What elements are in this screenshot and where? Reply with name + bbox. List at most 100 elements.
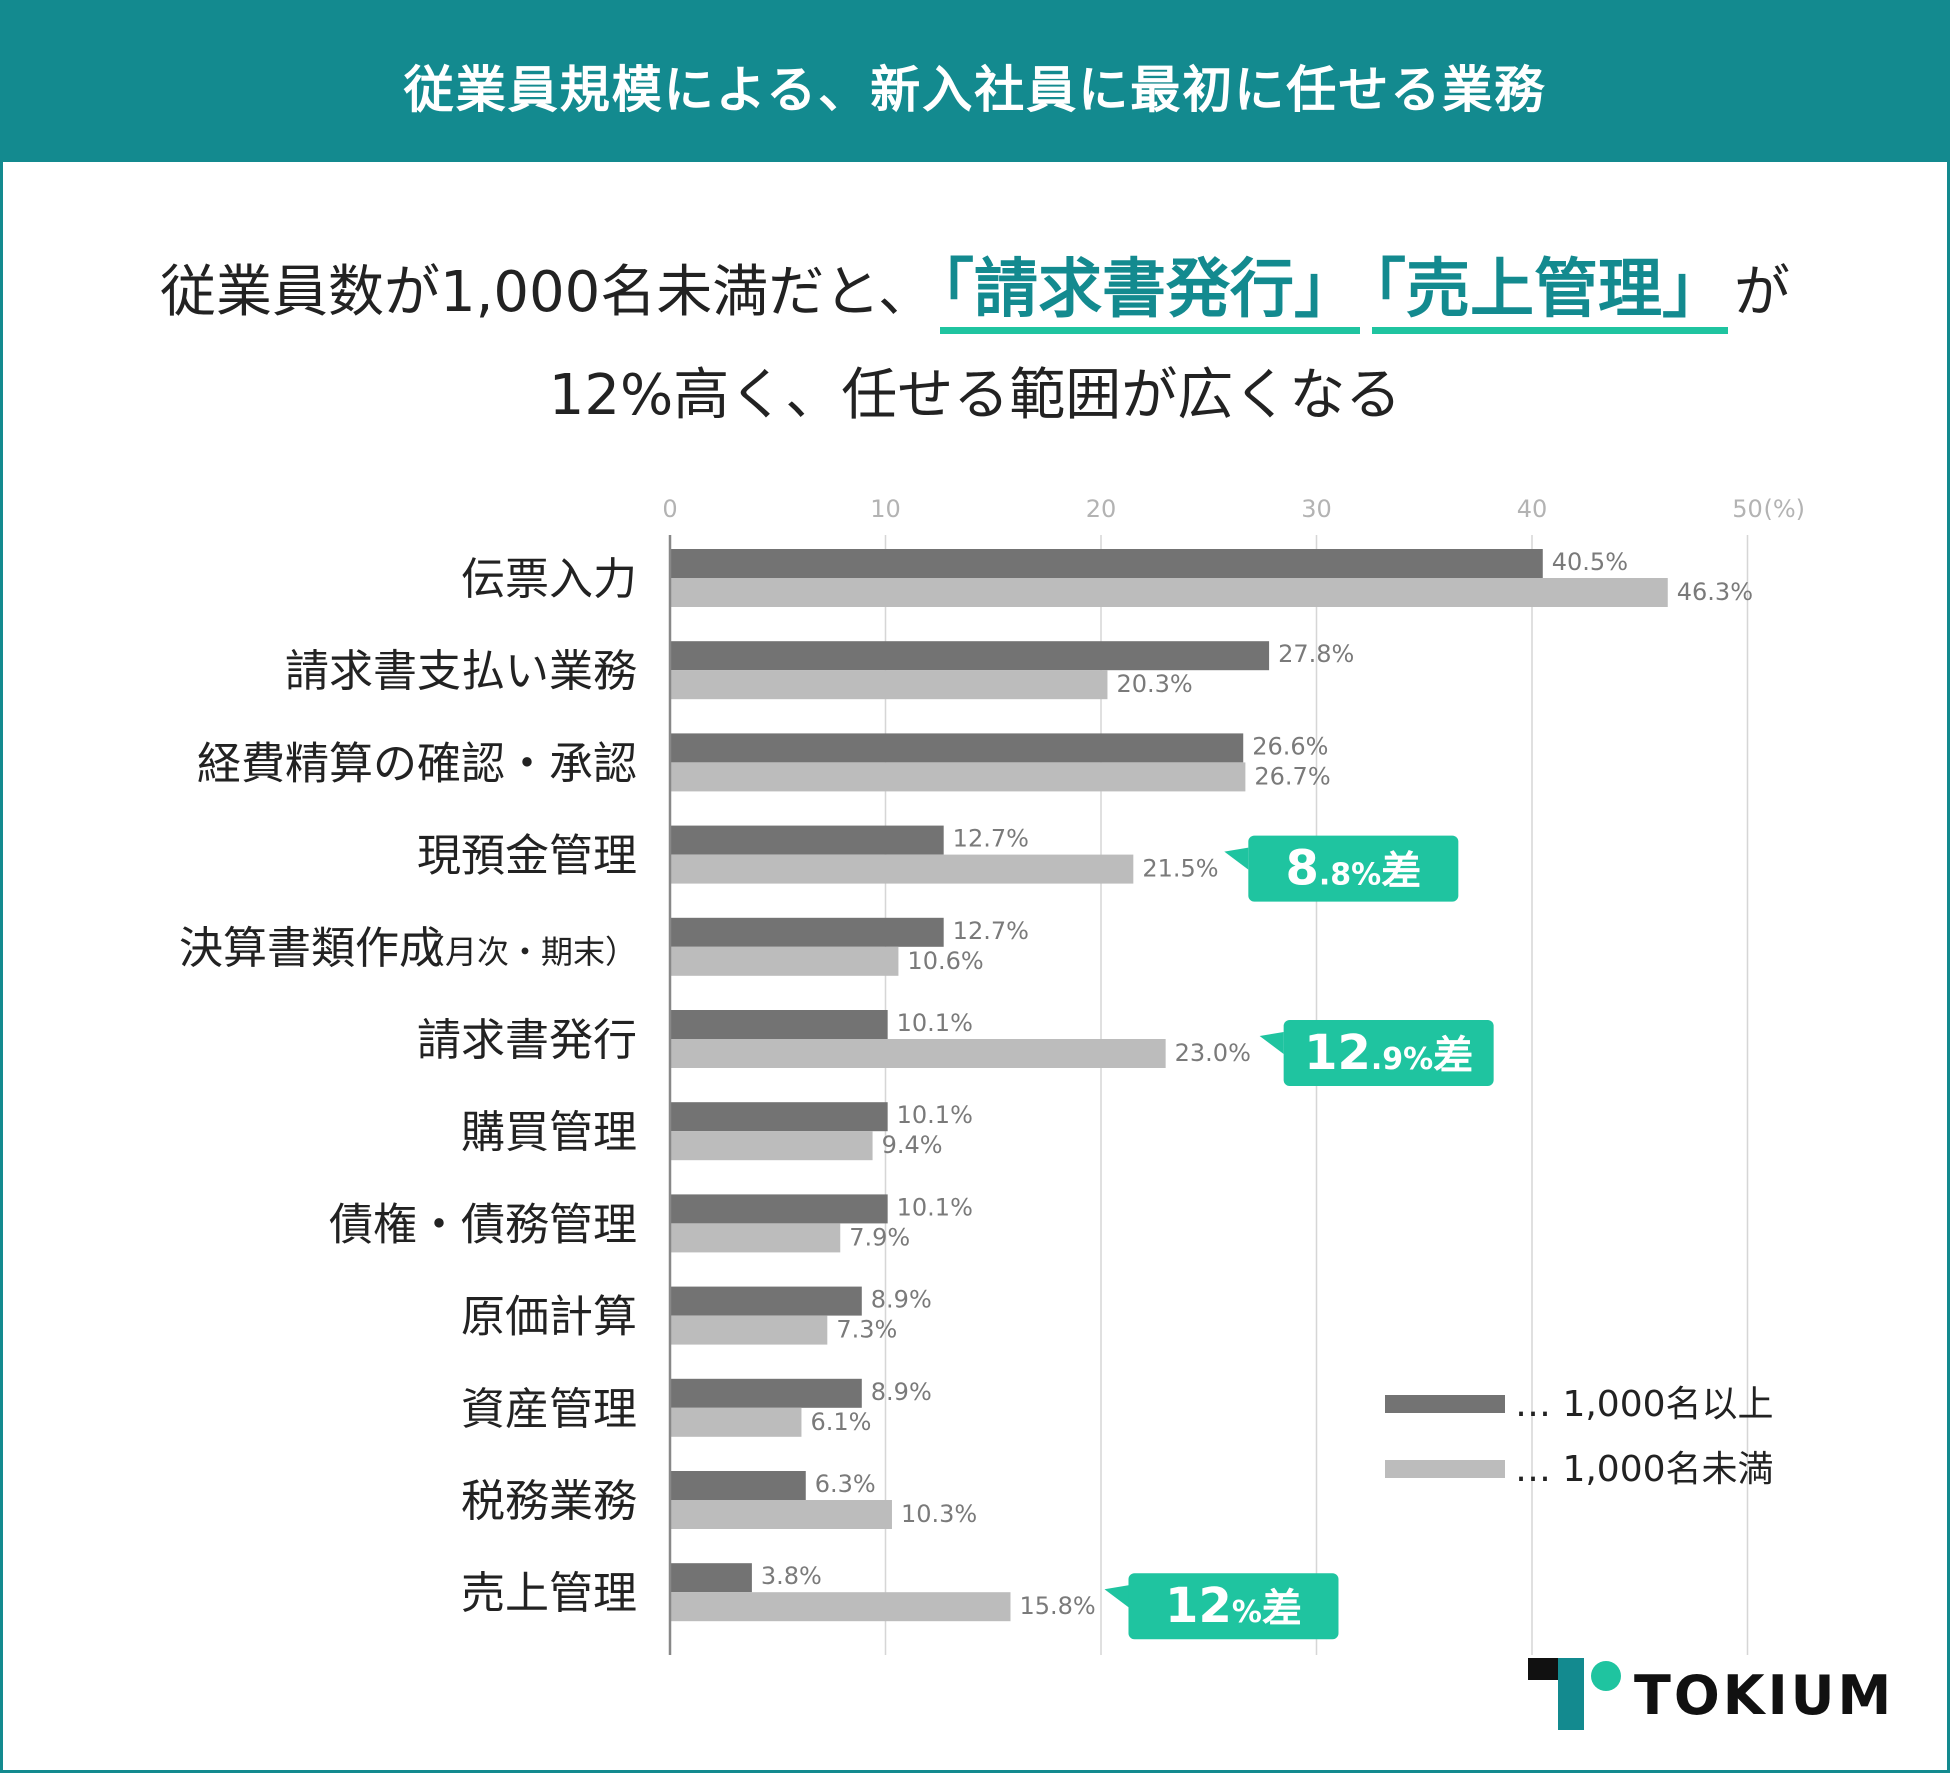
x-unit-label: (%) (1764, 495, 1806, 523)
category-sub-label: （月次・期末） (413, 933, 637, 971)
callout-suffix: 差 (1381, 849, 1421, 895)
bar-under-1000 (670, 1407, 802, 1437)
difference-callout (1248, 835, 1459, 902)
value-label-under-1000: 23.0% (1175, 1039, 1251, 1067)
category-label: 請求書支払い業務 (285, 646, 637, 697)
legend-label: … 1,000名以上 (1515, 1384, 1774, 1425)
value-label-1000-plus: 40.5% (1552, 548, 1628, 576)
value-label-under-1000: 10.6% (907, 947, 983, 975)
x-tick-label: 30 (1301, 495, 1332, 523)
category-label: 経費精算の確認・承認 (197, 738, 637, 789)
callout-big: 8 (1285, 841, 1318, 897)
legend-swatch (1385, 1460, 1505, 1478)
headline-highlight-sales: 「売上管理」 (1372, 253, 1729, 334)
bar-1000-plus (670, 1194, 888, 1224)
page-title: 従業員規模による、新入社員に最初に任せる業務 (403, 61, 1547, 119)
callout-suffix: 差 (1433, 1033, 1473, 1079)
header-banner: 従業員規模による、新入社員に最初に任せる業務 (0, 0, 1950, 162)
value-label-1000-plus: 3.8% (761, 1562, 822, 1590)
category-label: 伝票入力 (461, 554, 637, 605)
callout-pointer (1224, 847, 1249, 870)
category-label: 税務業務 (461, 1476, 637, 1527)
brand-name: TOKIUM (1634, 1664, 1895, 1727)
legend-swatch (1385, 1395, 1505, 1413)
category-label: 資産管理 (461, 1384, 637, 1435)
value-label-1000-plus: 10.1% (897, 1009, 973, 1037)
headline-line-1: 従業員数が1,000名未満だと、 「請求書発行」 「売上管理」が (0, 238, 1950, 334)
callout-small: .9% (1371, 1042, 1433, 1077)
bar-under-1000 (670, 946, 899, 976)
category-sub-label-text: （月次・期末） (413, 933, 637, 971)
bar-under-1000 (670, 762, 1246, 792)
value-label-1000-plus: 10.1% (897, 1101, 973, 1129)
callout-label: 8.8%差 (1285, 841, 1421, 897)
value-label-1000-plus: 26.6% (1252, 732, 1328, 760)
value-label-under-1000: 20.3% (1116, 670, 1192, 698)
bar-under-1000 (670, 670, 1108, 700)
bar-1000-plus (670, 1378, 862, 1408)
bar-1000-plus (670, 1563, 752, 1593)
callout-small: .8% (1319, 858, 1381, 893)
x-tick-label: 40 (1517, 495, 1548, 523)
value-label-1000-plus: 12.7% (953, 825, 1029, 853)
bar-under-1000 (670, 1223, 841, 1253)
x-tick-label: 0 (662, 495, 677, 523)
value-label-under-1000: 6.1% (810, 1408, 871, 1436)
callout-pointer (1259, 1032, 1284, 1054)
category-label: 決算書類作成 (179, 923, 443, 974)
category-label: 請求書発行 (417, 1015, 637, 1066)
callout-big: 12 (1165, 1578, 1232, 1634)
value-label-1000-plus: 12.7% (953, 917, 1029, 945)
headline-prefix: 従業員数が1,000名未満だと、 (159, 260, 935, 325)
value-label-under-1000: 46.3% (1677, 578, 1753, 606)
tokium-logo-mark (1528, 1658, 1621, 1730)
headline-highlight-invoice: 「請求書発行」 (940, 253, 1361, 334)
value-label-under-1000: 10.3% (901, 1500, 977, 1528)
bar-under-1000 (670, 1592, 1011, 1622)
x-tick-label: 10 (870, 495, 901, 523)
headline-suffix: が (1734, 260, 1791, 325)
callout-suffix: 差 (1262, 1586, 1302, 1632)
bar-1000-plus (670, 825, 944, 855)
bar-under-1000 (670, 854, 1134, 884)
value-label-under-1000: 26.7% (1254, 762, 1330, 790)
value-label-1000-plus: 8.9% (871, 1286, 932, 1314)
x-tick-label: 20 (1086, 495, 1117, 523)
bar-under-1000 (670, 1315, 828, 1345)
value-label-under-1000: 15.8% (1019, 1592, 1095, 1620)
callout-small: % (1232, 1595, 1262, 1630)
value-label-1000-plus: 10.1% (897, 1193, 973, 1221)
legend-label: … 1,000名未満 (1515, 1449, 1774, 1490)
bar-under-1000 (670, 1500, 892, 1529)
bar-1000-plus (670, 1286, 862, 1316)
category-label: 売上管理 (461, 1568, 637, 1619)
bar-1000-plus (670, 641, 1270, 671)
bar-under-1000 (670, 1039, 1166, 1068)
bar-1000-plus (670, 1471, 806, 1500)
bar-1000-plus (670, 917, 944, 947)
callout-pointer (1104, 1585, 1129, 1608)
headline-line-2: 12%高く、任せる範囲が広くなる (548, 363, 1402, 428)
value-label-under-1000: 21.5% (1142, 855, 1218, 883)
bar-1000-plus (670, 1102, 888, 1132)
bar-1000-plus (670, 1010, 888, 1039)
callout-big: 12 (1304, 1025, 1371, 1081)
category-label: 原価計算 (461, 1292, 637, 1343)
value-label-1000-plus: 27.8% (1278, 640, 1354, 668)
category-label: 購買管理 (461, 1107, 637, 1158)
bar-under-1000 (670, 1131, 873, 1161)
bar-1000-plus (670, 733, 1244, 763)
category-label: 現預金管理 (417, 831, 637, 882)
category-label: 債権・債務管理 (329, 1199, 637, 1250)
bar-1000-plus (670, 549, 1543, 578)
callout-label: 12%差 (1165, 1578, 1302, 1634)
callout-label: 12.9%差 (1304, 1025, 1473, 1081)
difference-callout (1128, 1573, 1339, 1640)
value-label-1000-plus: 6.3% (815, 1470, 876, 1498)
value-label-1000-plus: 8.9% (871, 1378, 932, 1406)
value-label-under-1000: 7.3% (836, 1316, 897, 1344)
difference-callout (1283, 1020, 1494, 1086)
value-label-under-1000: 9.4% (882, 1131, 943, 1159)
